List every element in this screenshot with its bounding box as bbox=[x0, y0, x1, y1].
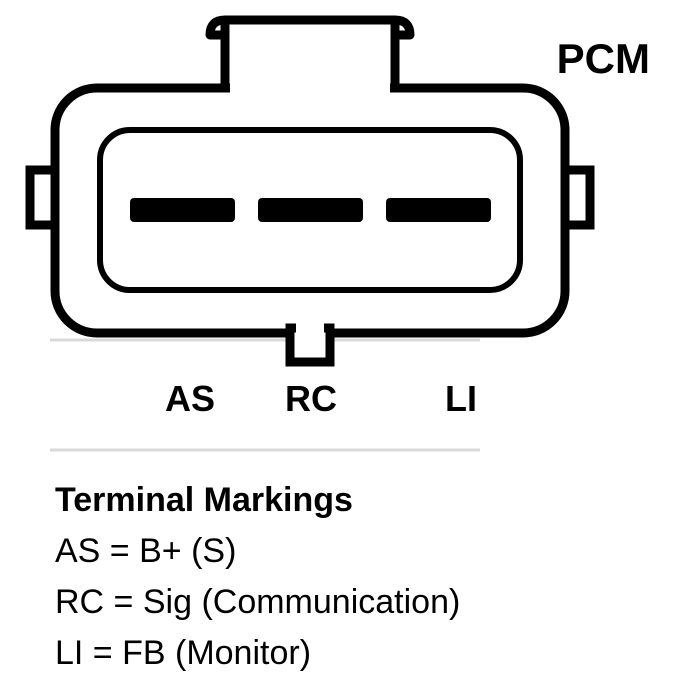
legend-title: Terminal Markings bbox=[55, 475, 460, 526]
legend-line: RC = Sig (Communication) bbox=[55, 577, 460, 628]
legend-line: LI = FB (Monitor) bbox=[55, 628, 460, 679]
diagram-canvas: Remy® PCM AS RC LI T bbox=[0, 0, 700, 700]
terminal-label-as: AS bbox=[165, 378, 215, 420]
legend: Terminal Markings AS = B+ (S) RC = Sig (… bbox=[55, 475, 460, 679]
pcm-label: PCM bbox=[557, 35, 650, 83]
terminal-label-rc: RC bbox=[285, 378, 337, 420]
legend-line: AS = B+ (S) bbox=[55, 526, 460, 577]
terminal-label-li: LI bbox=[445, 378, 477, 420]
